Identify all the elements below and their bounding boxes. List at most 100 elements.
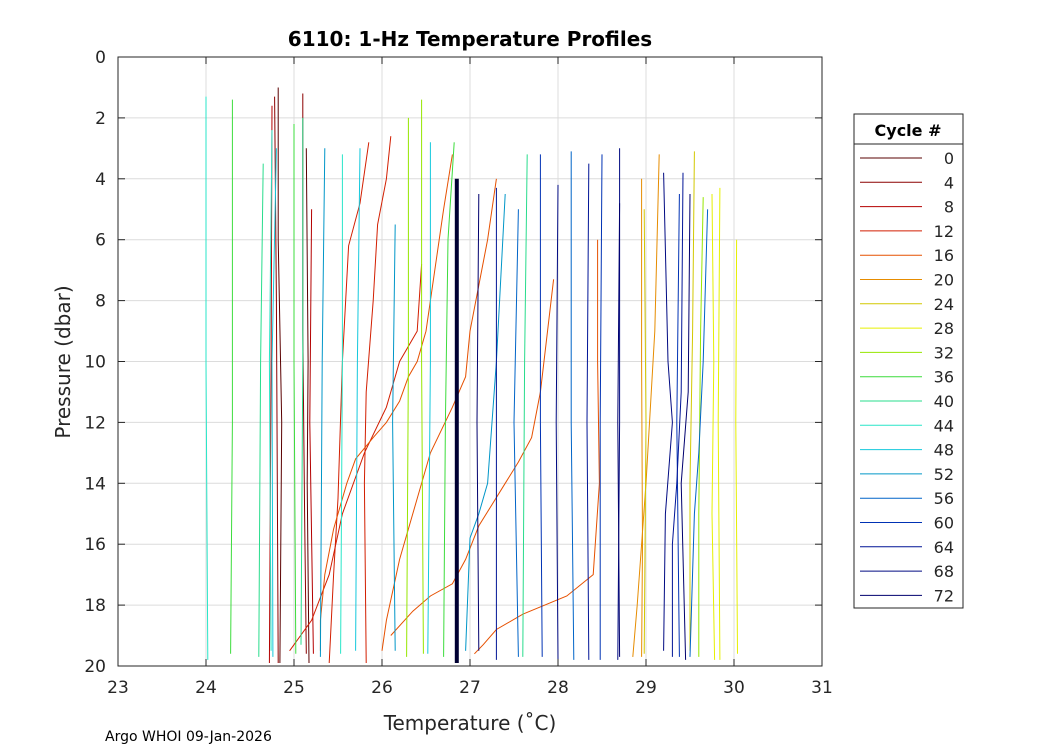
profile-line	[289, 264, 423, 652]
profile-line	[274, 96, 279, 664]
profile-line	[381, 178, 497, 651]
profile-line	[689, 151, 695, 651]
legend-entry-label: 40	[934, 392, 954, 411]
profile-line	[513, 209, 519, 657]
profile-line	[421, 99, 424, 654]
profile-line	[717, 187, 721, 660]
legend-entry-label: 36	[934, 368, 954, 387]
legend-entry-label: 48	[934, 441, 954, 460]
footer-credit: Argo WHOI 09-Jan-2026	[105, 729, 272, 745]
profile-line	[305, 148, 310, 664]
x-tick-label: 30	[723, 678, 745, 698]
x-tick-label: 29	[635, 678, 657, 698]
profile-line	[643, 209, 647, 654]
x-tick-label: 26	[371, 678, 393, 698]
profile-line	[586, 163, 590, 660]
profile-line	[268, 130, 273, 651]
profile-line	[392, 224, 396, 651]
profile-line	[319, 148, 326, 657]
profile-line	[205, 96, 209, 660]
legend-entry-label: 60	[934, 514, 954, 533]
profile-line	[680, 193, 691, 660]
profile-line	[427, 142, 431, 654]
y-tick-label: 0	[95, 48, 106, 68]
profile-line	[309, 209, 314, 654]
legend-entry-label: 68	[934, 562, 954, 581]
legend-entry-label: 4	[944, 173, 954, 192]
legend: Cycle # 04812162024283236404448525660646…	[853, 113, 964, 609]
profile-line	[340, 154, 343, 654]
profile-line	[671, 172, 684, 657]
legend-entry-label: 0	[944, 149, 954, 168]
profile-line	[300, 117, 304, 645]
x-axis: 23 24 25 26 27 28 29 30 31	[107, 57, 833, 698]
y-tick-label: 4	[95, 170, 106, 190]
profile-line	[302, 93, 307, 654]
legend-entry-label: 28	[934, 319, 954, 338]
x-tick-label: 24	[195, 678, 217, 698]
x-tick-label: 27	[459, 678, 481, 698]
y-axis: 0 2 4 6 8 10 12 14 16 18 20	[84, 48, 822, 677]
grid	[117, 56, 823, 667]
x-tick-label: 25	[283, 678, 305, 698]
y-axis-label: Pressure (dbar)	[51, 285, 75, 438]
profile-line	[689, 209, 709, 657]
profile-line	[363, 136, 392, 664]
profile-line	[617, 203, 621, 657]
profile-line	[277, 87, 283, 664]
y-tick-label: 10	[84, 353, 106, 373]
y-tick-label: 18	[84, 596, 106, 616]
y-tick-label: 14	[84, 474, 106, 494]
profile-line	[465, 193, 506, 651]
profile-line	[390, 279, 555, 636]
profile-line	[443, 142, 455, 657]
legend-box	[853, 113, 964, 609]
y-tick-label: 12	[84, 413, 106, 433]
profile-line	[570, 151, 575, 660]
y-tick-label: 2	[95, 109, 106, 129]
legend-entry-label: 8	[944, 198, 954, 217]
x-tick-label: 31	[811, 678, 833, 698]
profile-line	[522, 154, 528, 657]
profile-line	[271, 148, 277, 657]
y-tick-label: 6	[95, 231, 106, 251]
y-tick-label: 20	[84, 657, 106, 677]
legend-entry-label: 56	[934, 489, 954, 508]
legend-entry-label: 20	[934, 271, 954, 290]
profile-line	[474, 239, 600, 655]
profile-line	[555, 184, 559, 660]
legend-entry-label: 72	[934, 586, 954, 605]
legend-entry-label: 64	[934, 538, 954, 557]
legend-title: Cycle #	[875, 121, 942, 140]
legend-entry-label: 12	[934, 222, 954, 241]
profile-line	[641, 178, 644, 657]
profile-line	[676, 193, 680, 657]
profile-line	[258, 163, 264, 657]
x-axis-label: Temperature (˚C)	[383, 711, 557, 735]
profile-line	[230, 99, 233, 654]
profile-line	[328, 142, 370, 664]
x-tick-label: 28	[547, 678, 569, 698]
plot-area	[205, 87, 738, 664]
legend-entry-label: 44	[934, 416, 954, 435]
legend-entry-label: 52	[934, 465, 954, 484]
legend-entry-label: 16	[934, 246, 954, 265]
profile-line	[476, 193, 480, 651]
profile-line	[698, 197, 704, 657]
profile-line	[355, 148, 361, 651]
profile-line	[711, 193, 716, 660]
profile-line	[663, 172, 673, 651]
profile-line	[539, 154, 543, 657]
profile-line	[735, 239, 738, 654]
y-tick-label: 16	[84, 535, 106, 555]
profile-line	[406, 117, 409, 657]
legend-entry-label: 32	[934, 343, 954, 362]
profile-line	[599, 154, 603, 660]
y-tick-label: 8	[95, 292, 106, 312]
x-tick-label: 23	[107, 678, 129, 698]
profile-line	[293, 124, 297, 654]
profile-line	[319, 154, 453, 651]
legend-entry-label: 24	[934, 295, 954, 314]
chart-title: 6110: 1-Hz Temperature Profiles	[288, 27, 652, 51]
